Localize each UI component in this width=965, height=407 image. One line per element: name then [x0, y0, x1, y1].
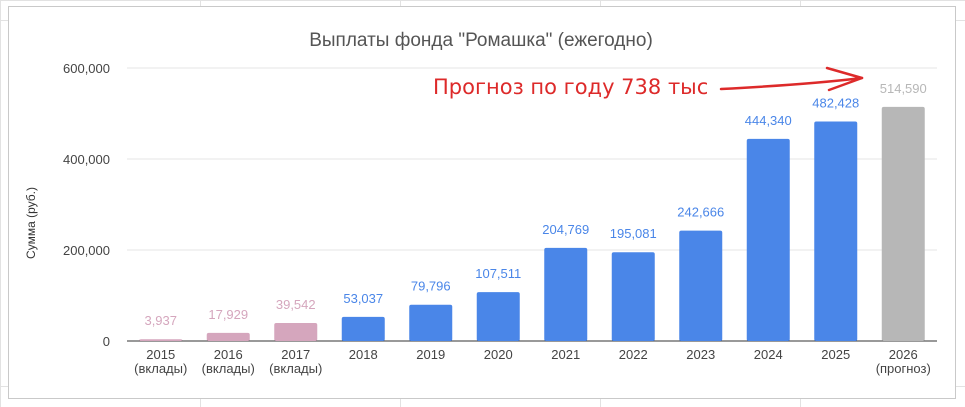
value-label-2015: 3,937: [144, 313, 177, 328]
value-label-2016: 17,929: [208, 307, 248, 322]
x-tick-label: 2015: [146, 347, 175, 362]
bars: [139, 106, 925, 342]
x-tick-sublabel: (прогноз): [876, 361, 931, 376]
x-tick-label: 2016: [214, 347, 243, 362]
value-label-2023: 242,666: [677, 205, 724, 220]
bar-2017[interactable]: [274, 323, 318, 341]
bar-2016[interactable]: [206, 332, 250, 341]
annotation-arrow-icon: [719, 76, 864, 91]
bar-2024[interactable]: [746, 138, 790, 341]
bar-2018[interactable]: [341, 316, 385, 341]
value-label-2019: 79,796: [411, 279, 451, 294]
forecast-annotation-text: Прогноз по году 738 тыс: [433, 75, 708, 99]
bar-2023[interactable]: [679, 230, 723, 341]
x-tick-label: 2023: [686, 347, 715, 362]
value-label-2024: 444,340: [745, 113, 792, 128]
x-tick-label: 2025: [821, 347, 850, 362]
value-label-2017: 39,542: [276, 297, 316, 312]
annotation: Прогноз по году 738 тыс: [433, 66, 864, 99]
y-tick-label: 200,000: [63, 243, 110, 258]
bar-2019[interactable]: [409, 304, 453, 341]
annotation-arrowhead-icon: [825, 66, 864, 92]
x-tick-label: 2020: [484, 347, 513, 362]
value-label-2021: 204,769: [542, 222, 589, 237]
bar-2025[interactable]: [814, 121, 858, 341]
chart-gridlines: [127, 67, 937, 342]
chart-container[interactable]: Выплаты фонда "Ромашка" (ежегодно) Сумма…: [8, 6, 956, 399]
x-tick-label: 2021: [551, 347, 580, 362]
bar-2022[interactable]: [611, 252, 655, 341]
x-tick-label: 2019: [416, 347, 445, 362]
x-tick-sublabel: (вклады): [134, 361, 187, 376]
bar-chart: Выплаты фонда "Ромашка" (ежегодно) Сумма…: [24, 30, 937, 376]
y-tick-label: 0: [103, 334, 110, 349]
value-labels: 3,937 17,929 39,542 53,037 79,796 107,511 204,…: [144, 81, 926, 328]
x-tick-label: 2018: [349, 347, 378, 362]
chart-title: Выплаты фонда "Ромашка" (ежегодно): [309, 30, 653, 51]
x-tick-label: 2024: [754, 347, 783, 362]
x-tick-sublabel: (вклады): [202, 361, 255, 376]
x-tick-label: 2017: [281, 347, 310, 362]
x-tick-label: 2022: [619, 347, 648, 362]
x-tick-label: 2026: [889, 347, 918, 362]
x-axis-labels: 2015(вклады)2016(вклады)2017(вклады)2018…: [134, 347, 931, 376]
bar-2026[interactable]: [881, 106, 925, 342]
y-axis-title: Сумма (руб.): [24, 187, 38, 259]
value-label-2026: 514,590: [880, 81, 927, 96]
value-label-2020: 107,511: [475, 266, 521, 281]
value-label-2025: 482,428: [812, 95, 859, 110]
x-tick-sublabel: (вклады): [269, 361, 322, 376]
bar-2020[interactable]: [476, 292, 520, 341]
value-label-2018: 53,037: [343, 291, 383, 306]
y-axis-ticks: 0 200,000 400,000 600,000: [63, 61, 110, 349]
bar-2021[interactable]: [544, 247, 588, 341]
y-tick-label: 600,000: [63, 61, 110, 76]
value-label-2022: 195,081: [610, 226, 657, 241]
y-tick-label: 400,000: [63, 152, 110, 167]
bar-2015[interactable]: [139, 339, 183, 341]
